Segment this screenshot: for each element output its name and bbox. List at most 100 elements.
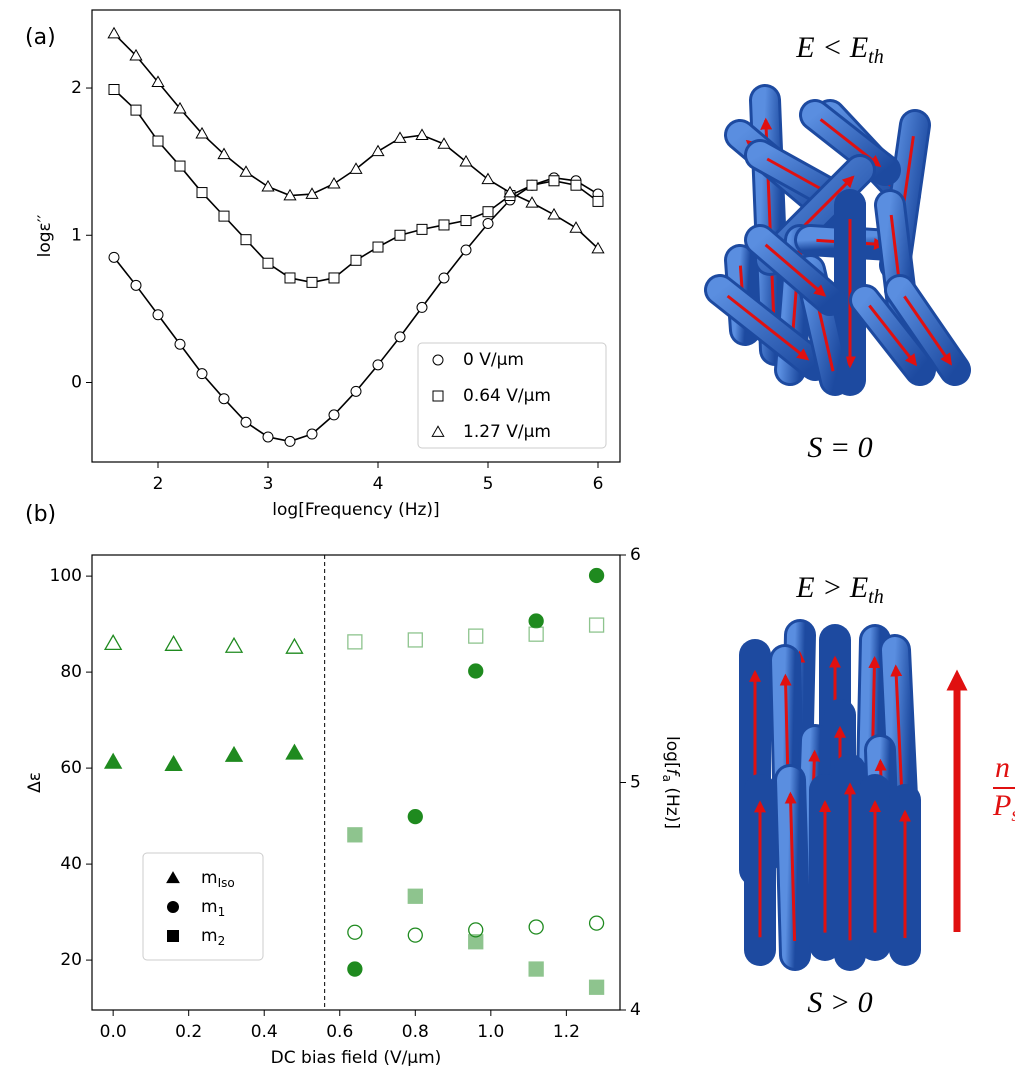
marker-circle: [394, 331, 406, 343]
marker-triangle: [393, 131, 407, 143]
y-tick-label: 20: [60, 950, 82, 970]
legend-label: m1: [201, 897, 225, 919]
x-tick-label: 6: [593, 474, 604, 494]
legend-sub: 1: [218, 905, 226, 919]
y-tick-label: 2: [71, 78, 82, 98]
condition-label: E < Eth: [795, 31, 883, 68]
marker-circle: [407, 808, 423, 825]
marker-circle: [347, 961, 363, 977]
marker-triangle: [591, 241, 605, 254]
condition-sub: th: [868, 46, 884, 68]
marker-circle: [482, 217, 494, 229]
x-tick-label: 1.0: [477, 1022, 504, 1042]
y2-axis-label: log[fa (Hz)]: [661, 736, 683, 829]
marker-triangle: [503, 185, 517, 198]
marker-square: [328, 272, 340, 284]
y2-label-post: (Hz)]: [662, 782, 682, 829]
marker-triangle: [285, 743, 304, 760]
legend-label: m2: [201, 926, 225, 948]
x-tick-label: 0.2: [175, 1022, 202, 1042]
marker-square: [174, 160, 186, 172]
y2-tick-label: 6: [630, 545, 641, 565]
marker-square: [130, 104, 142, 116]
marker-circle: [528, 919, 544, 935]
marker-triangle: [547, 207, 561, 220]
marker-square: [347, 827, 363, 843]
x-tick-label: 4: [373, 474, 384, 494]
marker-triangle: [107, 26, 121, 39]
marker-triangle: [285, 637, 304, 654]
y-tick-label: 60: [60, 758, 82, 778]
marker-triangle: [305, 187, 319, 199]
marker-triangle: [195, 126, 209, 139]
dipole-arrow: [784, 791, 797, 942]
marker-square: [284, 272, 296, 284]
marker-circle: [284, 435, 296, 447]
marker-square: [460, 215, 472, 227]
condition-text: E > E: [795, 571, 868, 604]
marker-triangle: [151, 75, 165, 87]
marker-square: [468, 628, 484, 644]
marker-square: [167, 930, 179, 942]
marker-circle: [416, 301, 428, 313]
marker-triangle: [283, 188, 297, 201]
marker-square: [372, 241, 384, 253]
legend-text: m: [201, 926, 218, 946]
legend-label: 1.27 V/μm: [463, 422, 551, 442]
marker-square: [592, 195, 604, 207]
marker-circle: [460, 244, 472, 256]
x-tick-label: 2: [153, 474, 164, 494]
y2-label-sub: a: [661, 775, 675, 782]
marker-square: [394, 229, 406, 241]
marker-square: [548, 175, 560, 187]
legend-label: 0.64 V/μm: [463, 386, 551, 406]
y-tick-label: 40: [60, 854, 82, 874]
polarization-sub: s: [1011, 804, 1015, 826]
marker-square: [108, 84, 120, 96]
marker-triangle: [525, 196, 539, 208]
x-axis-label: DC bias field (V/μm): [271, 1048, 442, 1066]
marker-square: [350, 254, 362, 266]
marker-triangle: [217, 147, 231, 160]
dipole-arrow: [903, 295, 952, 366]
marker-square: [526, 179, 538, 191]
marker-circle: [240, 416, 252, 428]
marker-triangle: [371, 144, 385, 157]
marker-circle: [108, 251, 120, 263]
marker-triangle: [431, 425, 445, 437]
dipole-arrow: [764, 243, 827, 297]
marker-square: [528, 626, 544, 642]
marker-square: [407, 632, 423, 648]
marker-triangle: [164, 754, 183, 771]
legend-label: 0 V/μm: [463, 350, 524, 370]
marker-triangle: [569, 221, 583, 233]
legend-sub: 2: [218, 934, 226, 948]
x-tick-label: 3: [263, 474, 274, 494]
y-tick-label: 100: [50, 566, 82, 586]
x-tick-label: 0.4: [251, 1022, 278, 1042]
legend-text: m: [201, 897, 218, 917]
marker-square: [588, 979, 605, 995]
marker-triangle: [437, 137, 451, 149]
series-line: [113, 32, 599, 250]
legend-label: mIso: [201, 868, 235, 890]
y-tick-label: 1: [71, 225, 82, 245]
dipole-arrow: [868, 304, 918, 367]
x-axis-label: log[Frequency (Hz)]: [272, 500, 439, 520]
marker-circle: [528, 613, 544, 629]
marker-square: [196, 187, 208, 199]
polarization-text: P: [992, 789, 1011, 822]
plot-frame: [91, 9, 621, 463]
marker-square: [240, 234, 252, 246]
marker-square: [438, 219, 450, 231]
panel-label: (b): [25, 502, 56, 527]
y2-tick-label: 4: [630, 1000, 641, 1020]
legend-sub: Iso: [218, 876, 235, 890]
x-tick-label: 1.2: [553, 1022, 580, 1042]
marker-square: [262, 257, 274, 269]
marker-circle: [350, 385, 362, 397]
marker-triangle: [327, 176, 341, 189]
marker-triangle: [349, 162, 363, 174]
condition-label: E > Eth: [795, 571, 883, 608]
